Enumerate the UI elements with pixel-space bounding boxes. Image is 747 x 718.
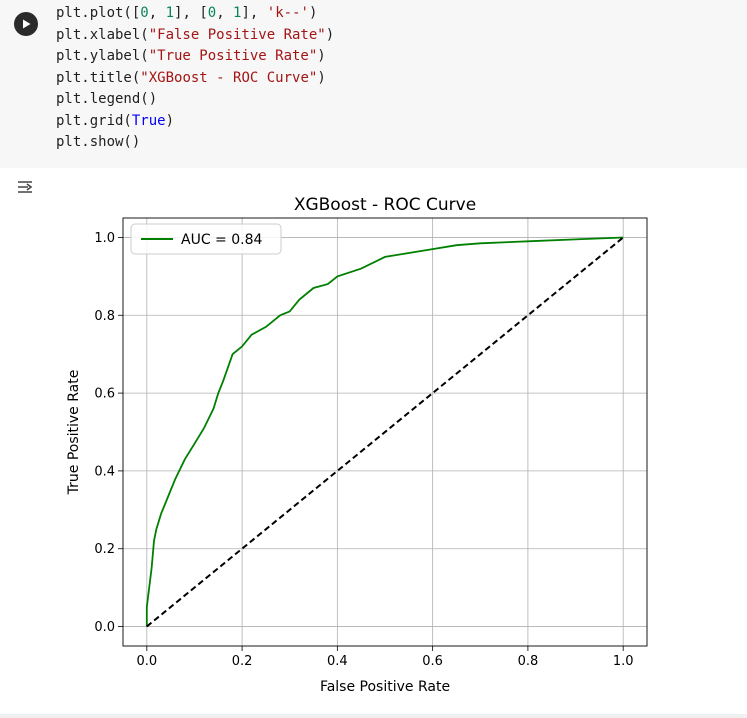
roc-chart: 0.0 0.2 0.4 0.6 0.8 1.0 0.0 0.2 0.4 0.6 0.8 1.0 XGBo… [56, 180, 656, 710]
code-line: plt.xlabel("False Positive Rate") [56, 26, 335, 43]
x-tick-label: 0.0 [136, 654, 157, 669]
code-line: plt.ylabel("True Positive Rate") [56, 48, 326, 64]
run-cell-button[interactable] [14, 12, 38, 36]
code-line: plt.title("XGBoost - ROC Curve") [56, 69, 326, 86]
roc-curve-line [145, 236, 624, 627]
diagonal-reference-line [146, 236, 624, 628]
y-tick-label: 1.0 [94, 231, 115, 246]
y-tick-label: 0.4 [94, 464, 115, 479]
legend-box [130, 223, 282, 255]
y-tick-label: 0.2 [94, 542, 115, 557]
play-icon [23, 19, 31, 29]
x-tick-label: 0.4 [327, 654, 348, 669]
y-tick-label: 0.8 [94, 309, 115, 324]
legend-label: AUC = 0.84 [181, 232, 262, 248]
code-line: plt.legend() [56, 91, 158, 107]
code-line: plt.plot([0, 1], [0, 1], 'k--') [56, 5, 318, 21]
cell-divider [0, 714, 747, 718]
chart-title: XGBoost - ROC Curve [294, 195, 476, 215]
code-editor[interactable]: plt.plot([0, 1], [0, 1], 'k--') plt.xlab… [56, 0, 334, 154]
y-tick-label: 0.0 [94, 620, 115, 635]
code-line: plt.show() [56, 134, 141, 150]
x-tick-label: 1.0 [613, 654, 634, 669]
x-tick-label: 0.2 [232, 654, 253, 669]
code-line: plt.grid(True) [56, 112, 175, 129]
chart-svg: 0.0 0.2 0.4 0.6 0.8 1.0 0.0 0.2 0.4 0.6 0.8 1.0 XGBo… [66, 195, 648, 695]
axes-frame [122, 217, 648, 647]
y-axis-label: True Positive Rate [66, 370, 82, 496]
y-tick-label: 0.6 [94, 387, 115, 402]
x-axis-label: False Positive Rate [320, 679, 450, 695]
output-toggle-icon[interactable] [14, 176, 36, 198]
x-tick-label: 0.6 [422, 654, 443, 669]
x-tick-label: 0.8 [518, 654, 539, 669]
code-cell[interactable]: plt.plot([0, 1], [0, 1], 'k--') plt.xlab… [0, 0, 747, 168]
